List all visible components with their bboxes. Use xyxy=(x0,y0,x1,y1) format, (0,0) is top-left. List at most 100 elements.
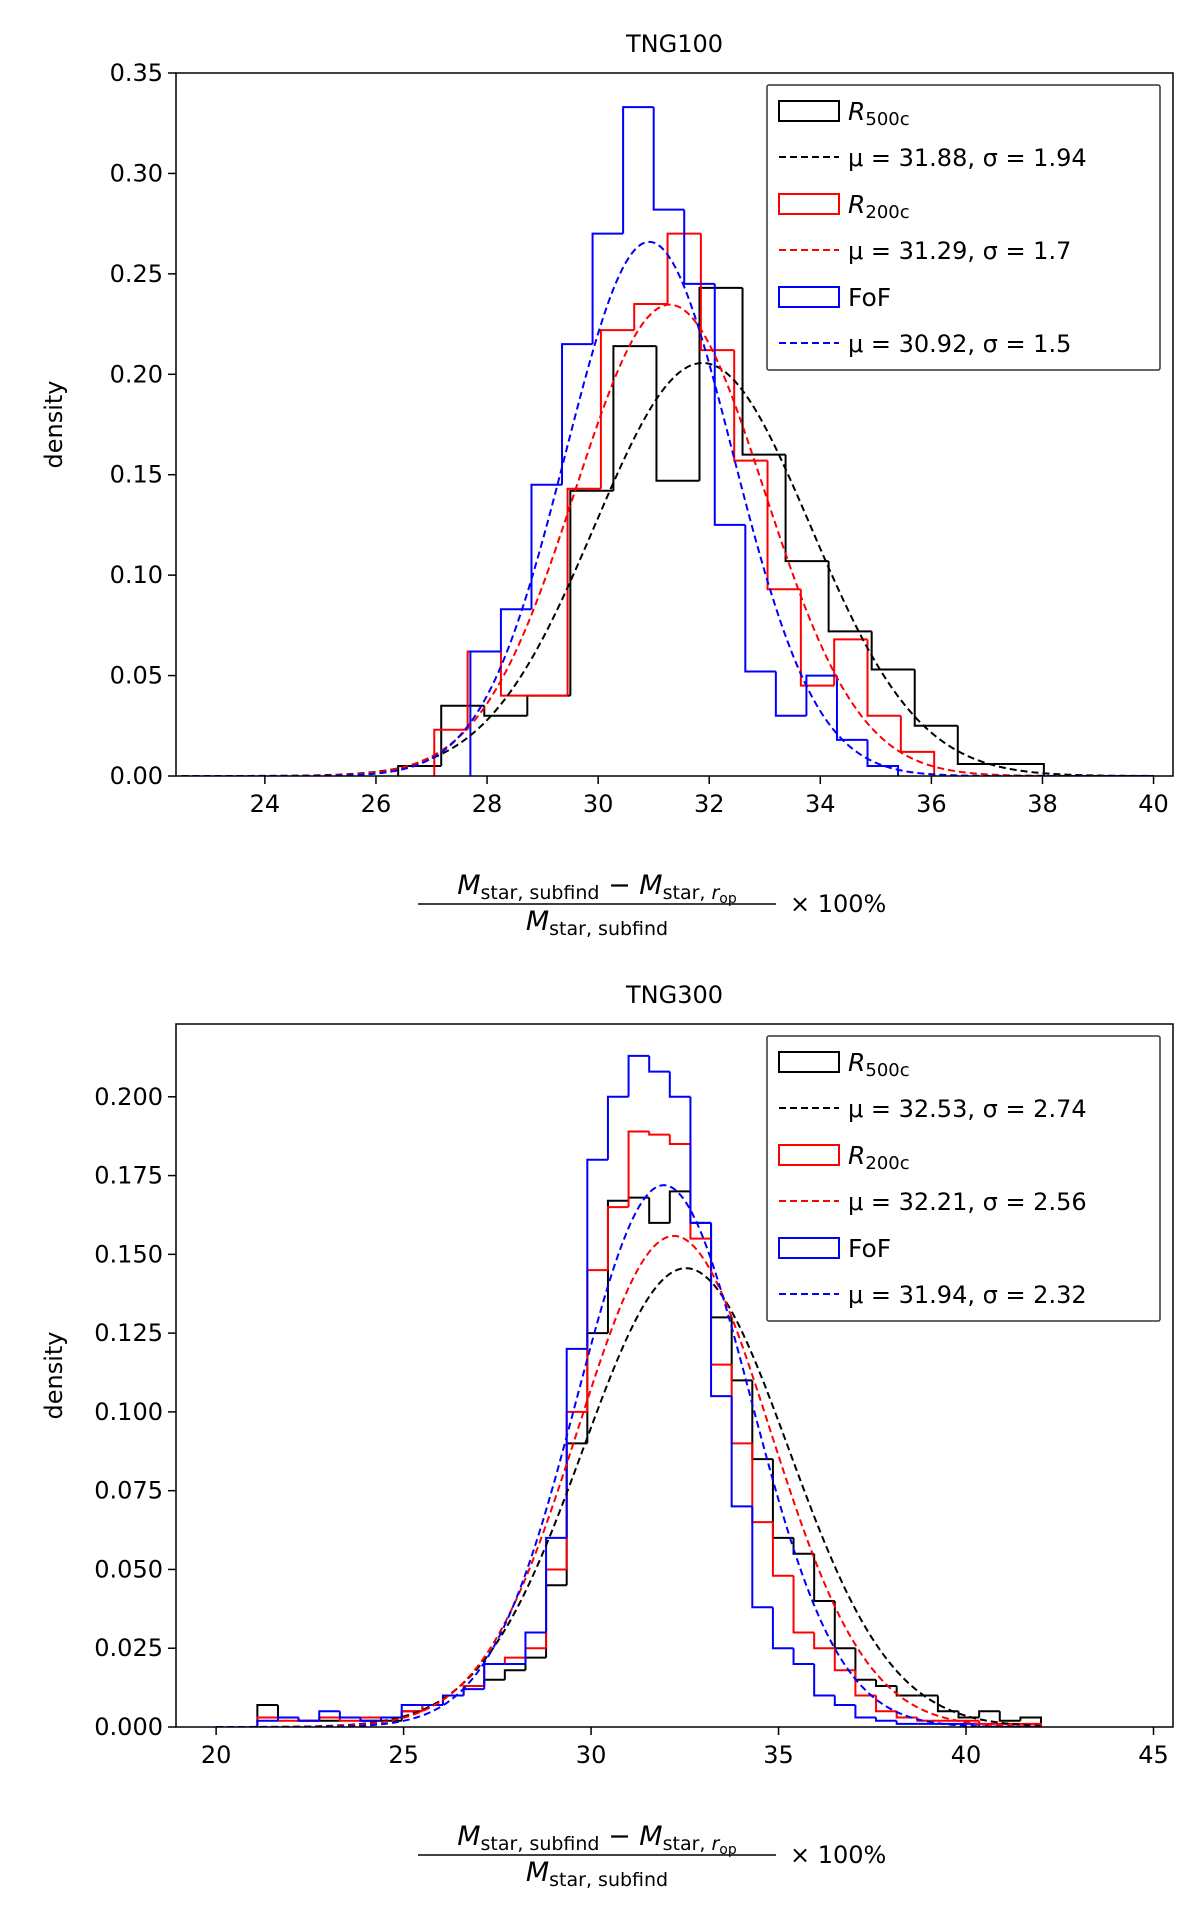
histogram-step xyxy=(751,1443,773,1524)
histogram-step xyxy=(813,1553,835,1602)
histogram-step xyxy=(462,1685,485,1696)
x-tick-label: 45 xyxy=(1138,1741,1169,1769)
legend-label: μ = 31.94, σ = 2.32 xyxy=(848,1281,1087,1309)
histogram-step xyxy=(606,1206,629,1271)
chart-title: TNG100 xyxy=(625,30,723,58)
histogram-step xyxy=(526,694,571,716)
histogram-step xyxy=(469,650,501,776)
histogram-step xyxy=(866,639,901,717)
fit-curve xyxy=(181,361,1154,776)
histogram-step xyxy=(499,651,535,697)
histogram-step xyxy=(524,1647,547,1658)
x-label-suffix: × 100% xyxy=(790,890,886,918)
histogram-step xyxy=(833,1695,856,1706)
legend-label: μ = 31.29, σ = 1.7 xyxy=(848,237,1071,265)
histogram-step xyxy=(875,1679,897,1688)
axes-frame xyxy=(175,1023,1174,1728)
legend-label: R500c xyxy=(848,1048,910,1081)
x-label-numerator-part: − xyxy=(600,1821,640,1852)
x-tick-label: 30 xyxy=(576,1741,607,1769)
legend-label: FoF xyxy=(848,1234,891,1263)
histogram-step xyxy=(875,1695,897,1713)
x-label-numerator: Mstar, subfind − Mstar, rop xyxy=(457,870,737,907)
x-tick-label: 34 xyxy=(805,790,836,818)
x-label-denominator: Mstar, subfind xyxy=(526,906,668,940)
histogram-step xyxy=(1000,762,1045,776)
legend-label: R200c xyxy=(848,1141,910,1174)
histogram-step xyxy=(784,454,829,563)
histogram-step xyxy=(655,346,700,482)
x-label-denominator-part: star, subfind xyxy=(549,1869,668,1891)
histogram-step xyxy=(276,1704,299,1719)
legend-name: FoF xyxy=(848,283,891,312)
x-label-numerator-part: M xyxy=(639,1821,662,1852)
y-tick-label: 0.30 xyxy=(110,159,163,187)
histogram-step xyxy=(612,345,657,491)
histogram-step xyxy=(833,1648,856,1672)
legend-swatch xyxy=(778,100,840,122)
x-label-numerator-part: star, xyxy=(663,882,712,904)
histogram-step xyxy=(569,489,614,696)
histogram-step xyxy=(545,1584,567,1658)
legend-name: R xyxy=(848,97,865,126)
y-tick-label: 0.125 xyxy=(94,1319,163,1347)
histogram-step xyxy=(866,739,900,776)
histogram-step xyxy=(483,1678,505,1687)
histogram-step xyxy=(733,350,768,462)
histogram-step xyxy=(545,1568,567,1649)
x-label-numerator-part: op xyxy=(719,891,737,907)
histogram-step xyxy=(689,1096,712,1224)
histogram-step xyxy=(545,1536,567,1633)
histogram-step xyxy=(566,487,601,696)
histogram-step xyxy=(462,1685,485,1696)
legend-swatch xyxy=(778,1144,840,1166)
histogram-step xyxy=(338,1711,361,1719)
histogram-step xyxy=(805,674,837,716)
histogram-step xyxy=(730,1396,753,1508)
y-tick-label: 0.10 xyxy=(110,561,163,589)
x-label-numerator-part: star, subfind xyxy=(481,882,600,904)
plot-area xyxy=(181,106,1154,776)
histogram-step xyxy=(668,1190,691,1223)
legend-name-sub: 200c xyxy=(865,202,909,223)
x-label-numerator-part: r xyxy=(711,882,720,904)
histogram-step xyxy=(652,107,685,211)
x-tick-label: 38 xyxy=(1027,790,1058,818)
fit-curve xyxy=(216,1184,1042,1727)
y-tick-label: 0.150 xyxy=(94,1240,163,1268)
histogram-step xyxy=(1019,1716,1043,1727)
histogram-step xyxy=(586,1158,608,1349)
histogram-step xyxy=(978,1710,1000,1718)
legend-name: R xyxy=(848,190,865,219)
histogram-step xyxy=(565,1442,588,1586)
histogram-step xyxy=(483,1662,505,1690)
histogram-step xyxy=(771,1522,794,1577)
histogram-step xyxy=(561,343,593,485)
fit-curve xyxy=(216,1267,1042,1727)
legend-label: R500c xyxy=(848,97,910,130)
y-tick-label: 0.20 xyxy=(110,360,163,388)
histogram-step xyxy=(713,283,746,526)
histogram-step xyxy=(627,1196,650,1201)
legend-box xyxy=(766,1035,1161,1322)
y-axis-label: density xyxy=(40,381,68,469)
histogram-step xyxy=(256,1716,278,1727)
histogram-step xyxy=(276,1716,299,1721)
histogram-step xyxy=(648,1131,670,1136)
histogram-step xyxy=(256,1703,278,1727)
x-label-numerator-part: − xyxy=(600,870,640,901)
y-tick-label: 0.35 xyxy=(110,59,163,87)
histogram-step xyxy=(710,1222,732,1319)
histogram-step xyxy=(774,671,807,717)
histogram-step xyxy=(591,232,624,345)
x-label-denominator: Mstar, subfind xyxy=(526,1857,668,1891)
histogram-step xyxy=(503,1656,526,1664)
histogram-step xyxy=(648,1055,670,1073)
chart-title: TNG300 xyxy=(625,981,723,1009)
histogram-step xyxy=(565,1347,588,1538)
histogram-step xyxy=(483,705,528,717)
histogram-step xyxy=(978,1723,1000,1727)
histogram-step xyxy=(689,1191,712,1224)
x-tick-label: 30 xyxy=(583,790,614,818)
